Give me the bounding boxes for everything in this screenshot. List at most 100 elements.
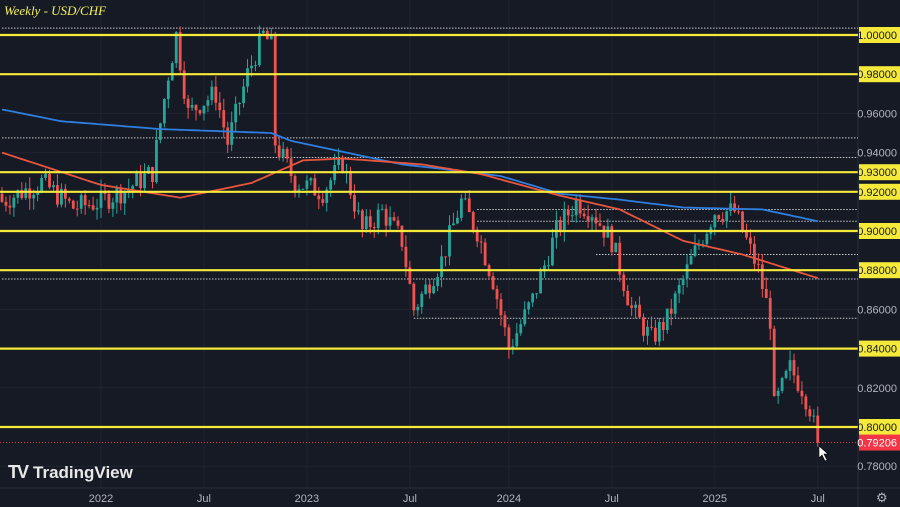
candle bbox=[448, 215, 451, 266]
candle-body bbox=[174, 32, 178, 64]
candle bbox=[12, 194, 16, 217]
candle-body bbox=[495, 289, 499, 300]
candle bbox=[776, 387, 780, 404]
time-tick-label: 2025 bbox=[703, 493, 727, 505]
time-tick-label: 2023 bbox=[295, 493, 319, 505]
candle bbox=[535, 293, 538, 299]
candle-body bbox=[79, 195, 83, 209]
candle-body bbox=[28, 188, 32, 199]
candle bbox=[218, 92, 222, 119]
candle-body bbox=[226, 127, 230, 145]
candle bbox=[44, 168, 47, 181]
candle bbox=[198, 109, 202, 116]
tradingview-logo: TV TradingView bbox=[8, 462, 133, 483]
candle bbox=[360, 208, 364, 238]
candle-body bbox=[749, 237, 752, 244]
candle-body bbox=[467, 198, 471, 213]
candle-body bbox=[99, 190, 103, 208]
candle bbox=[562, 201, 566, 242]
candle-body bbox=[456, 217, 459, 224]
candle-body bbox=[590, 217, 594, 221]
candle bbox=[475, 226, 479, 248]
level-price-tag: 1.00000 bbox=[857, 27, 900, 43]
candle bbox=[273, 31, 277, 154]
candle bbox=[186, 94, 190, 119]
candle-body bbox=[341, 157, 344, 173]
candle-body bbox=[0, 193, 4, 202]
candle-body bbox=[12, 197, 16, 208]
candle bbox=[543, 260, 546, 278]
level-tag-bg bbox=[859, 66, 900, 83]
candle bbox=[234, 96, 238, 133]
candle bbox=[654, 319, 657, 346]
candle bbox=[36, 186, 40, 202]
candle-body bbox=[780, 377, 784, 391]
candle bbox=[753, 236, 756, 271]
candle-body bbox=[313, 178, 317, 196]
candle bbox=[67, 197, 71, 204]
candle-body bbox=[471, 212, 475, 230]
candle-body bbox=[166, 80, 170, 99]
candle-body bbox=[254, 65, 257, 67]
candle bbox=[741, 210, 744, 233]
candle bbox=[531, 292, 535, 308]
candle-body bbox=[404, 246, 408, 268]
candle-body bbox=[238, 103, 241, 105]
candle-body bbox=[448, 225, 451, 257]
candle-body bbox=[681, 278, 685, 286]
candle bbox=[162, 98, 166, 128]
candle bbox=[705, 231, 709, 246]
candle bbox=[83, 189, 87, 215]
candle-body bbox=[527, 302, 531, 310]
candle bbox=[733, 195, 736, 214]
candle bbox=[392, 212, 396, 222]
candle bbox=[456, 210, 459, 225]
candle-body bbox=[353, 195, 356, 212]
candle-body bbox=[119, 188, 123, 204]
candle-body bbox=[210, 86, 214, 101]
candle bbox=[214, 76, 218, 111]
candle bbox=[170, 61, 174, 81]
candle-body bbox=[721, 219, 725, 221]
candle-body bbox=[285, 148, 289, 159]
candle-body bbox=[705, 233, 709, 245]
candle bbox=[792, 353, 796, 384]
candle-body bbox=[412, 283, 416, 311]
candle bbox=[558, 216, 562, 237]
candle-body bbox=[416, 306, 420, 311]
candle-body bbox=[475, 229, 479, 242]
candle-body bbox=[111, 202, 115, 209]
candle-body bbox=[610, 226, 614, 253]
candle bbox=[151, 166, 154, 189]
level-tag-bg bbox=[859, 262, 900, 279]
moving-average-long-line bbox=[1, 108, 818, 223]
candle bbox=[353, 184, 356, 219]
candle-body bbox=[693, 245, 697, 257]
level-tag-bg bbox=[859, 340, 900, 357]
candle-body bbox=[531, 293, 535, 303]
candle bbox=[701, 239, 705, 248]
candle-body bbox=[515, 333, 519, 347]
candle-body bbox=[222, 110, 226, 128]
candle-body bbox=[642, 317, 645, 336]
candle bbox=[40, 174, 43, 194]
candle-body bbox=[737, 211, 740, 213]
candle bbox=[677, 278, 681, 304]
level-price-tag: 0.93000 bbox=[857, 164, 900, 181]
level-tag-label: 1.00000 bbox=[857, 30, 897, 42]
candle-body bbox=[309, 178, 313, 181]
candle-body bbox=[273, 33, 277, 146]
candle-body bbox=[83, 195, 87, 206]
candle-body bbox=[733, 203, 736, 212]
candle-body bbox=[753, 243, 756, 264]
candle-body bbox=[650, 326, 653, 328]
settings-gear-icon[interactable]: ⚙ bbox=[876, 490, 888, 505]
candle bbox=[368, 209, 372, 234]
candle bbox=[28, 177, 32, 210]
candle-body bbox=[784, 370, 788, 378]
candle-body bbox=[638, 304, 641, 318]
candle bbox=[424, 278, 428, 295]
candle-body bbox=[368, 216, 372, 228]
